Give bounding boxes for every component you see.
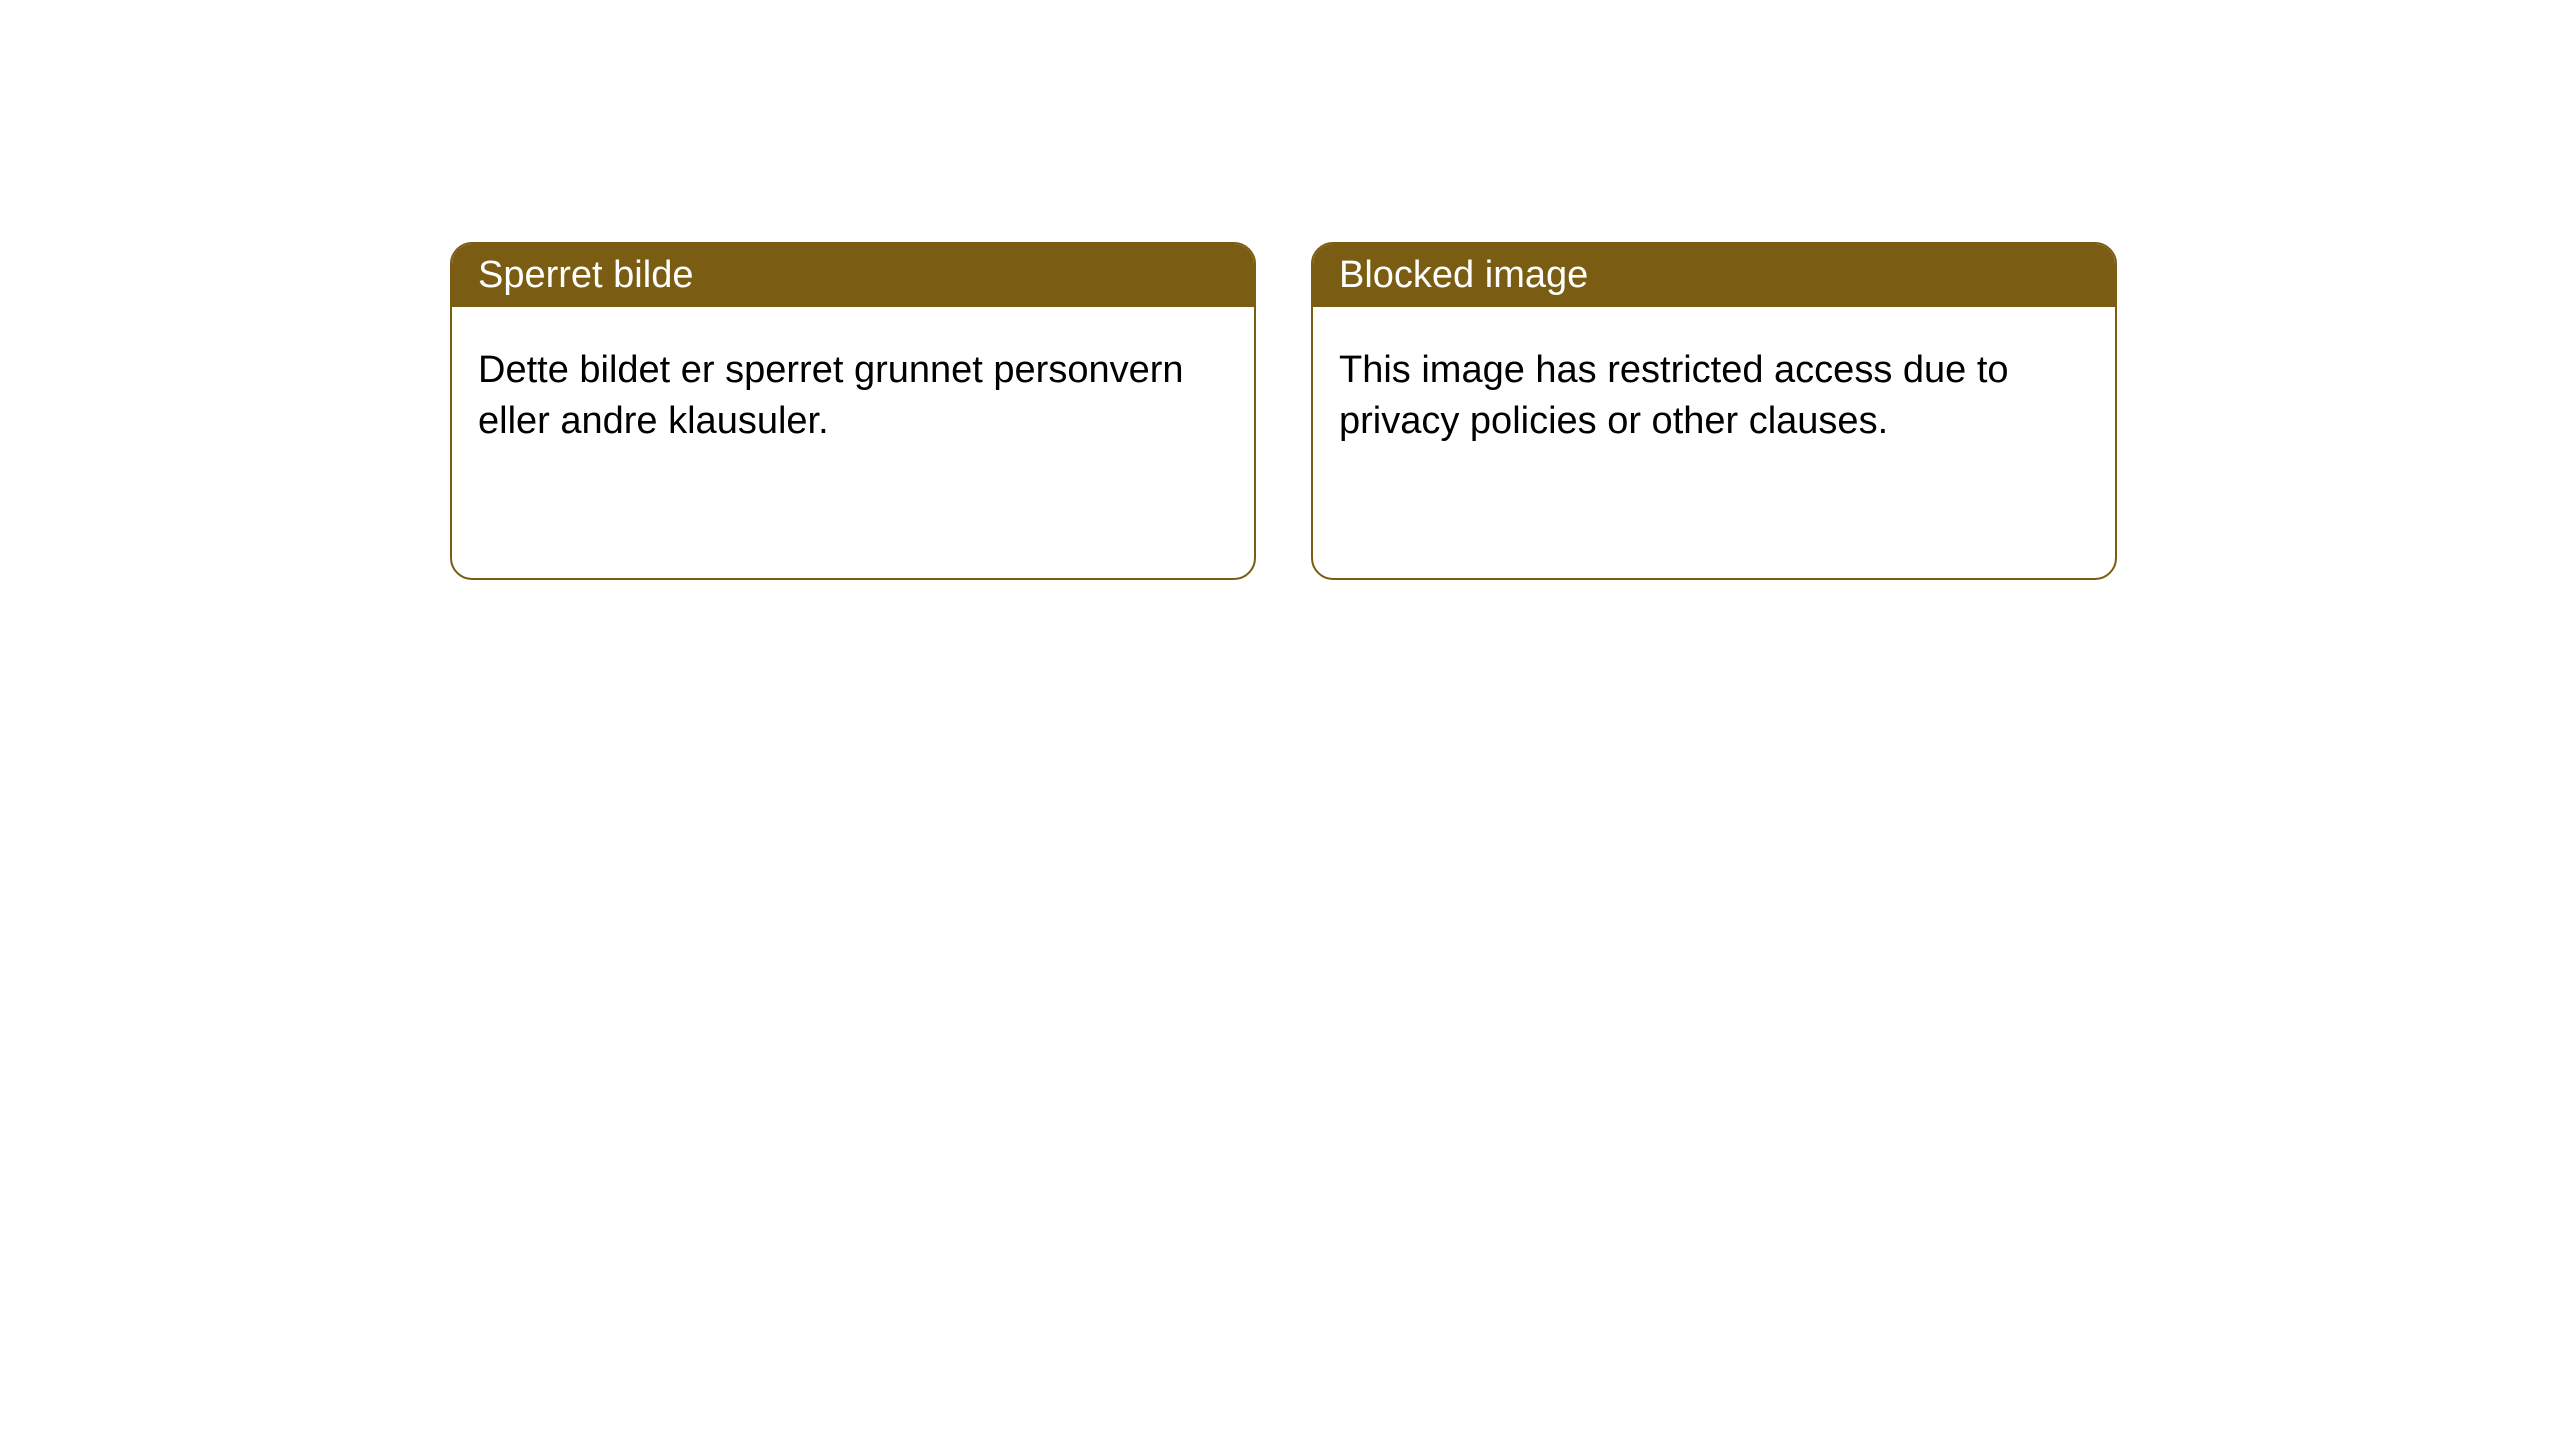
card-body: Dette bildet er sperret grunnet personve…	[452, 307, 1254, 486]
notice-card-norwegian: Sperret bilde Dette bildet er sperret gr…	[450, 242, 1256, 580]
card-title: Blocked image	[1339, 254, 1588, 296]
card-body-text: This image has restricted access due to …	[1339, 349, 2009, 442]
card-title: Sperret bilde	[478, 254, 693, 296]
card-header: Sperret bilde	[452, 244, 1254, 307]
card-body-text: Dette bildet er sperret grunnet personve…	[478, 349, 1184, 442]
notice-card-english: Blocked image This image has restricted …	[1311, 242, 2117, 580]
card-body: This image has restricted access due to …	[1313, 307, 2115, 486]
card-header: Blocked image	[1313, 244, 2115, 307]
notice-container: Sperret bilde Dette bildet er sperret gr…	[0, 0, 2560, 580]
